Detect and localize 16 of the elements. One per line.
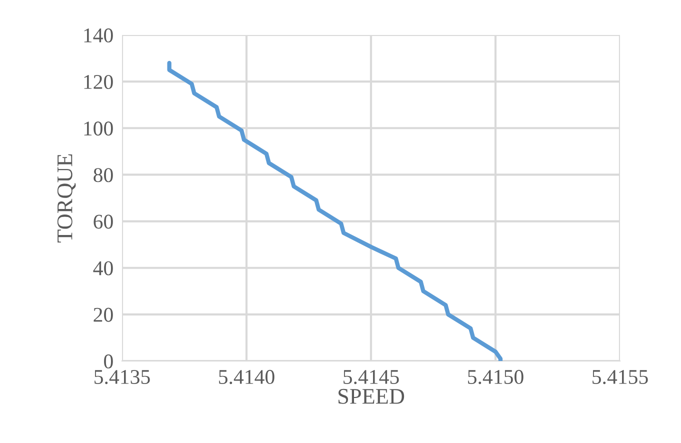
y-tick-label: 60 xyxy=(94,214,113,229)
x-tick-label: 5.4155 xyxy=(592,370,648,384)
y-tick-label: 0 xyxy=(104,354,113,368)
y-tick-label: 80 xyxy=(94,168,113,182)
y-tick-label: 140 xyxy=(84,28,113,42)
x-tick-label: 5.4150 xyxy=(468,370,524,384)
y-tick-label: 100 xyxy=(84,122,113,136)
y-tick-label: 20 xyxy=(94,308,113,322)
x-axis-title: SPEED xyxy=(338,388,404,404)
y-axis-title: TORQUE xyxy=(57,154,76,242)
x-tick-label: 5.4135 xyxy=(94,370,150,384)
y-tick-label: 40 xyxy=(93,261,113,276)
line-series xyxy=(167,60,503,361)
x-tick-label: 5.4140 xyxy=(219,370,274,384)
y-tick-label: 120 xyxy=(84,74,113,90)
x-tick-label: 5.4145 xyxy=(344,370,399,384)
